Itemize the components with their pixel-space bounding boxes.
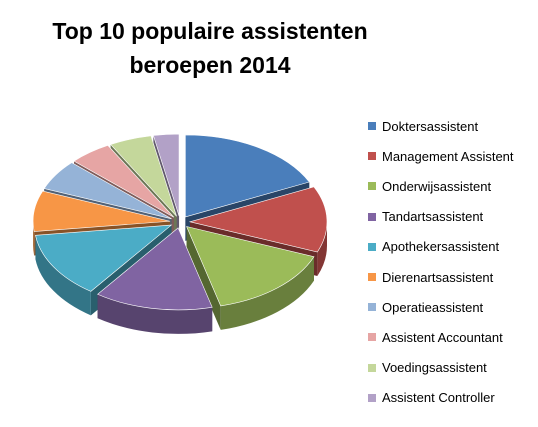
pie-slice-top — [97, 227, 213, 311]
legend-item-10: Assistent Controller — [368, 383, 514, 413]
pie-slice-edge — [33, 221, 35, 256]
pie-slice-top — [185, 134, 310, 218]
legend-label: Management Assistent — [382, 148, 514, 164]
legend-swatch — [368, 393, 376, 402]
legend-label: Assistent Controller — [382, 390, 495, 406]
legend-label: Voedingsassistent — [382, 360, 487, 376]
legend-item-4: Tandartsassistent — [368, 202, 514, 232]
chart-title: Top 10 populaire assistenten beroepen 20… — [40, 14, 380, 82]
legend-label: Dierenartsassistent — [382, 269, 494, 285]
chart-title-line-1: Top 10 populaire assistenten — [52, 18, 368, 44]
legend-swatch — [368, 242, 376, 251]
legend-label: Onderwijsassistent — [382, 178, 492, 194]
legend-label: Doktersassistent — [382, 118, 479, 134]
legend-swatch — [368, 122, 376, 131]
legend-swatch — [368, 152, 376, 161]
legend-swatch — [368, 363, 376, 372]
legend-label: Apothekersassistent — [382, 239, 500, 255]
pie-slice-top — [188, 186, 328, 253]
legend-item-5: Apothekersassistent — [368, 232, 514, 262]
pie-slice-5 — [35, 224, 173, 316]
pie-slice-top — [152, 133, 180, 217]
legend-label: Operatieassistent — [382, 299, 484, 315]
legend-item-1: Doktersassistent — [368, 111, 514, 141]
legend-item-6: Dierenartsassistent — [368, 262, 514, 292]
chart-title-line-2: beroepen 2014 — [129, 52, 291, 78]
legend-swatch — [368, 273, 376, 282]
pie-slice-edge — [220, 256, 314, 330]
pie-slice-edge — [97, 294, 213, 334]
legend-label: Tandartsassistent — [382, 209, 484, 225]
pie-slice-top — [186, 226, 315, 307]
pie-slice-top — [43, 162, 172, 220]
legend-item-9: Voedingsassistent — [368, 353, 514, 383]
legend-item-3: Onderwijsassistent — [368, 171, 514, 201]
legend-item-2: Management Assistent — [368, 141, 514, 171]
pie-slice-top — [110, 135, 177, 217]
pie-slice-4 — [97, 227, 213, 334]
pie-slice-side — [186, 226, 221, 330]
legend: Doktersassistent Management Assistent Onde… — [368, 111, 514, 413]
legend-swatch — [368, 182, 376, 191]
legend-swatch — [368, 212, 376, 221]
legend-swatch — [368, 333, 376, 342]
legend-label: Assistent Accountant — [382, 329, 503, 345]
pie-slice-top — [32, 190, 171, 232]
pie-slice-top — [73, 145, 175, 218]
legend-swatch — [368, 303, 376, 312]
pie-slice-edge — [317, 221, 327, 276]
legend-item-7: Operatieassistent — [368, 292, 514, 322]
pie-slice-top — [35, 224, 173, 292]
legend-item-8: Assistent Accountant — [368, 322, 514, 352]
pie-slice-3 — [186, 226, 315, 330]
